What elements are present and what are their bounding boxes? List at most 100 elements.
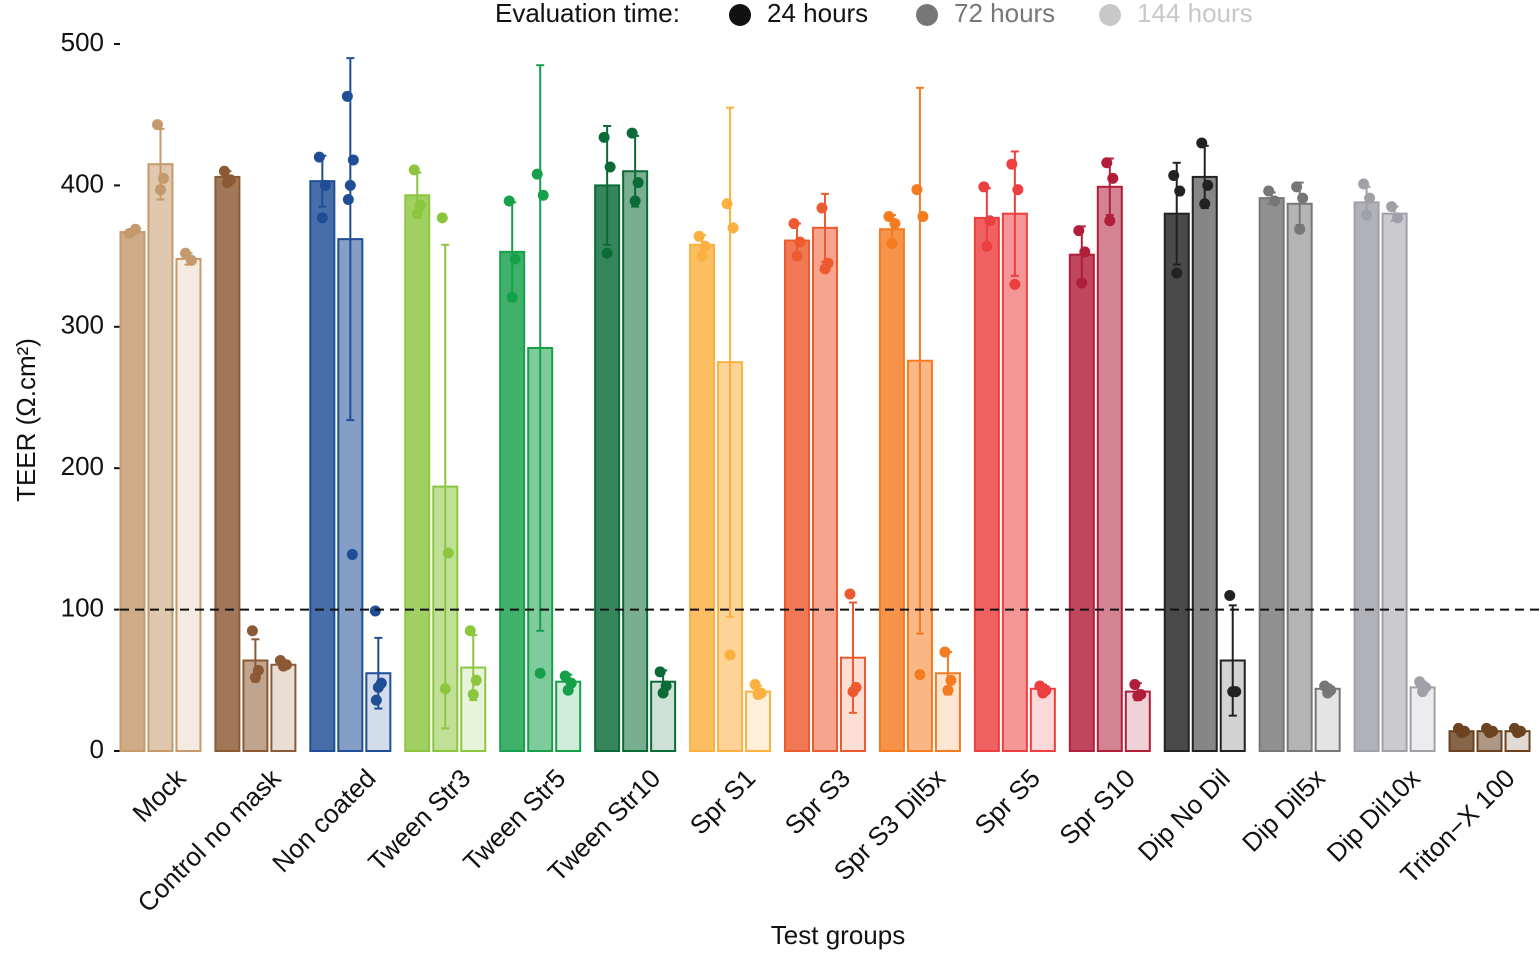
data-point [509,253,521,265]
data-point [886,237,898,249]
data-point [344,179,356,191]
legend-marker [916,4,938,26]
data-point [537,189,549,201]
data-point [978,181,990,193]
x-tick-label: Dip Dil5x [1236,763,1331,858]
data-point [657,687,669,699]
data-point [727,222,739,234]
bar [622,170,649,752]
bar [175,257,202,752]
data-point [1294,223,1306,235]
data-point [696,250,708,262]
data-point [604,161,616,173]
bar [1258,197,1285,753]
data-point [1199,198,1211,210]
data-point [1512,727,1524,739]
bar [878,228,905,752]
data-point [313,151,325,163]
data-point [249,671,261,683]
data-point [942,684,954,696]
data-point [372,681,384,693]
data-point [503,195,515,207]
data-point [1073,225,1085,237]
data-point [598,131,610,143]
data-point [1364,192,1376,204]
x-tick-label: Spr S3 [779,763,856,840]
data-point [1322,687,1334,699]
data-point [346,548,358,560]
data-point [1484,727,1496,739]
y-tick-label: 400 [61,168,104,198]
data-point [1358,178,1370,190]
y-tick-label: 500 [61,27,104,57]
y-axis-label: TEER (Ω.cm²) [11,338,41,502]
bar [147,163,174,752]
bar [1191,175,1218,752]
x-tick-label: Dip No Dil [1132,763,1236,867]
data-point [1174,185,1186,197]
data-point [914,669,926,681]
data-point [847,686,859,698]
data-point [506,291,518,303]
data-point [408,164,420,176]
data-point [749,679,761,691]
data-point [369,605,381,617]
data-point [151,119,163,131]
data-point [984,215,996,227]
y-tick-label: 200 [61,451,104,481]
data-point [218,165,230,177]
data-point [1202,179,1214,191]
bar [1068,253,1095,752]
data-point [347,154,359,166]
data-point [221,177,233,189]
data-point [370,694,382,706]
data-point [316,212,328,224]
legend-title: Evaluation time: [495,0,680,28]
data-point [1361,209,1373,221]
bar [270,663,297,752]
legend-marker [729,4,751,26]
data-point [1009,278,1021,290]
bar [499,250,526,752]
legend-label: 144 hours [1137,0,1253,28]
bar [973,216,1000,752]
data-point [939,646,951,658]
data-point [1171,267,1183,279]
data-point [724,649,736,661]
data-point [1107,172,1119,184]
data-point [911,184,923,196]
data-point [1224,589,1236,601]
x-tick-label: Spr S5 [969,763,1046,840]
bar [1001,212,1028,752]
data-point [1263,185,1275,197]
bar [119,231,146,752]
x-tick-label: Spr S10 [1053,763,1141,851]
data-point [185,254,197,266]
data-point [1104,215,1116,227]
data-point [464,625,476,637]
x-tick-label: Spr S1 [684,763,761,840]
bar [594,184,621,752]
data-point [699,240,711,252]
data-point [562,684,574,696]
data-point [626,127,638,139]
x-tick-label: Non coated [266,763,381,878]
data-point [467,688,479,700]
bar [1286,202,1313,753]
data-point [1132,690,1144,702]
legend-label: 24 hours [767,0,868,28]
data-point [470,674,482,686]
data-point [1297,192,1309,204]
bar [812,226,838,752]
data-point [1417,686,1429,698]
data-point [1392,212,1404,224]
data-point [534,667,546,679]
data-point [1101,157,1113,169]
data-point [129,223,141,235]
y-tick-label: 0 [90,734,104,764]
data-point [721,198,733,210]
data-point [342,194,354,206]
data-point [154,184,166,196]
data-point [917,211,929,223]
